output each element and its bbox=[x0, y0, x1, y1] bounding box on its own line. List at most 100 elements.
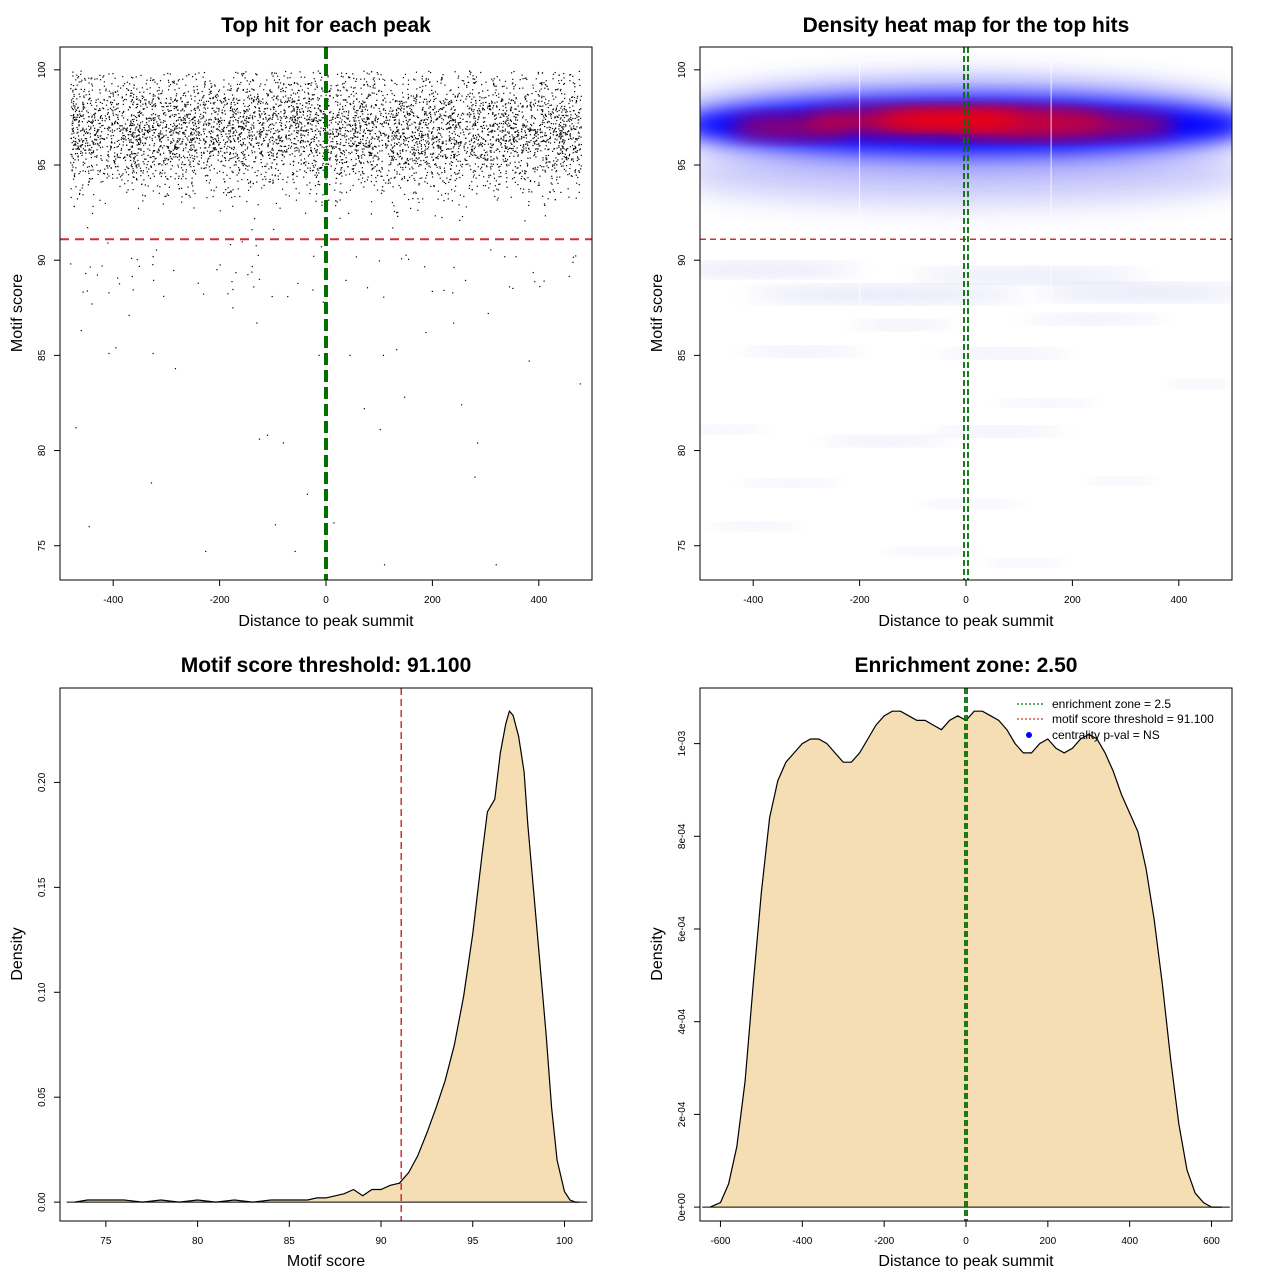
data-point bbox=[210, 90, 212, 92]
data-point bbox=[489, 125, 492, 127]
data-point bbox=[250, 186, 252, 188]
data-point bbox=[320, 111, 322, 113]
data-point bbox=[366, 179, 369, 181]
data-point bbox=[454, 143, 456, 146]
data-point bbox=[441, 156, 444, 158]
data-point bbox=[230, 85, 232, 87]
data-point bbox=[484, 117, 486, 119]
data-point bbox=[81, 110, 83, 112]
data-point bbox=[260, 134, 262, 136]
data-point bbox=[562, 114, 565, 117]
data-point bbox=[492, 136, 494, 138]
data-point bbox=[215, 140, 218, 143]
data-point bbox=[477, 128, 479, 131]
data-point bbox=[285, 100, 287, 102]
data-point bbox=[286, 117, 288, 119]
data-point bbox=[108, 90, 110, 92]
data-point bbox=[193, 89, 195, 91]
data-point bbox=[370, 105, 373, 107]
data-point bbox=[512, 136, 514, 138]
data-point bbox=[218, 123, 221, 126]
data-point bbox=[304, 76, 306, 78]
data-point bbox=[416, 115, 418, 117]
data-point bbox=[180, 98, 182, 100]
data-point bbox=[180, 178, 183, 180]
data-point bbox=[441, 102, 443, 105]
data-point bbox=[439, 107, 442, 110]
data-point bbox=[197, 102, 199, 104]
data-point bbox=[108, 175, 110, 177]
data-point bbox=[176, 156, 179, 159]
data-point bbox=[122, 117, 125, 119]
data-point bbox=[340, 121, 342, 123]
data-point bbox=[133, 101, 135, 103]
data-point bbox=[555, 123, 557, 125]
data-point bbox=[470, 101, 472, 104]
data-point bbox=[580, 108, 582, 110]
data-point bbox=[324, 114, 327, 116]
data-point bbox=[552, 164, 554, 166]
data-point bbox=[542, 195, 544, 197]
data-point bbox=[187, 101, 189, 103]
data-point bbox=[536, 169, 538, 171]
data-point bbox=[152, 118, 154, 120]
data-point bbox=[293, 101, 295, 103]
data-point bbox=[437, 147, 439, 149]
data-point bbox=[309, 170, 311, 172]
data-point bbox=[503, 85, 505, 87]
data-point bbox=[298, 99, 300, 101]
data-point bbox=[149, 128, 151, 130]
data-point bbox=[429, 111, 431, 113]
data-point bbox=[117, 85, 119, 87]
data-point bbox=[74, 140, 76, 143]
data-point bbox=[575, 147, 577, 149]
data-point bbox=[532, 84, 534, 86]
data-point bbox=[206, 197, 208, 199]
data-point bbox=[325, 146, 327, 148]
data-point bbox=[172, 81, 174, 84]
data-point bbox=[306, 115, 309, 117]
data-point bbox=[563, 143, 565, 145]
data-point bbox=[490, 156, 492, 158]
data-point bbox=[542, 157, 544, 159]
data-point bbox=[197, 119, 200, 121]
data-point bbox=[342, 76, 344, 78]
data-point bbox=[257, 204, 259, 206]
data-point bbox=[385, 134, 388, 136]
data-point bbox=[368, 154, 370, 157]
data-point bbox=[525, 171, 527, 173]
data-point bbox=[363, 144, 365, 146]
data-point bbox=[493, 190, 495, 192]
data-point bbox=[374, 83, 376, 85]
y-tick-label: 95 bbox=[37, 159, 48, 171]
data-point bbox=[154, 117, 156, 119]
data-point bbox=[280, 91, 282, 93]
data-point bbox=[246, 88, 248, 90]
data-point bbox=[425, 140, 427, 142]
data-point bbox=[251, 131, 253, 133]
data-point bbox=[502, 126, 504, 128]
data-point bbox=[122, 129, 124, 131]
data-point bbox=[339, 130, 341, 132]
data-point bbox=[508, 140, 510, 142]
data-point bbox=[135, 98, 138, 100]
data-point bbox=[547, 167, 549, 169]
data-point bbox=[524, 131, 527, 134]
data-point bbox=[160, 102, 162, 104]
data-point bbox=[295, 146, 297, 149]
data-point bbox=[232, 153, 235, 155]
data-point bbox=[396, 114, 399, 116]
data-point bbox=[543, 203, 546, 205]
data-point bbox=[362, 151, 364, 153]
data-point bbox=[454, 71, 456, 73]
data-point bbox=[413, 97, 415, 99]
data-point bbox=[366, 127, 368, 130]
data-point bbox=[371, 167, 374, 170]
data-point bbox=[461, 95, 463, 97]
data-point bbox=[171, 165, 174, 167]
data-point bbox=[170, 141, 172, 143]
data-point bbox=[355, 158, 357, 160]
data-point bbox=[568, 102, 570, 105]
data-point bbox=[83, 103, 85, 105]
data-point bbox=[156, 90, 158, 92]
